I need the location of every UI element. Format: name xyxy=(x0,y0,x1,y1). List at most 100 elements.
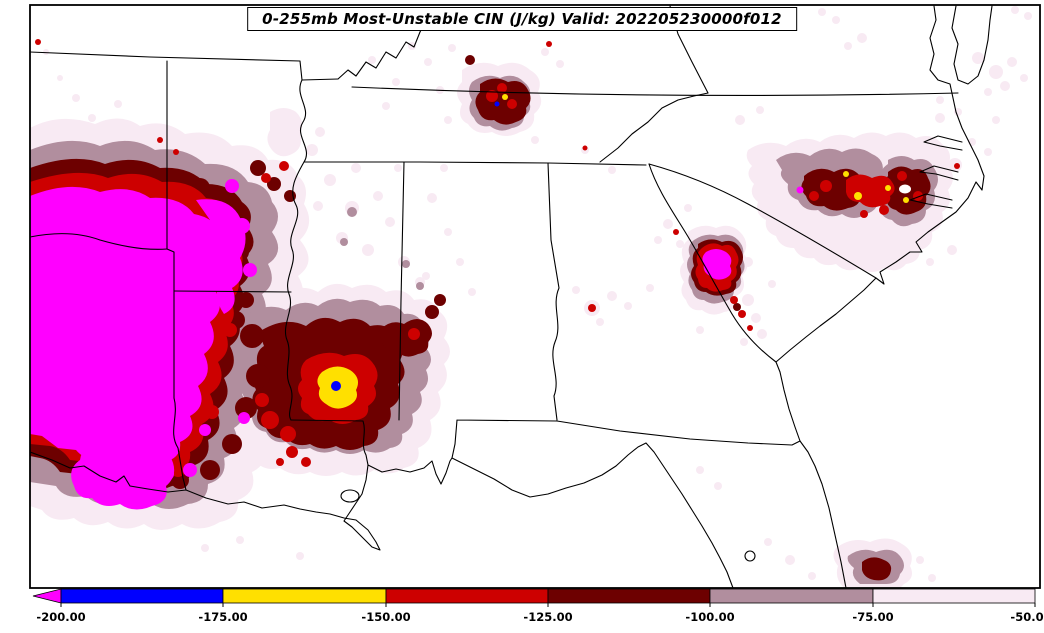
contour-shape xyxy=(301,457,311,467)
contour-shape xyxy=(768,280,776,288)
contour-shape xyxy=(296,552,304,560)
colorbar-segment xyxy=(222,588,387,604)
contour-shape xyxy=(351,163,361,173)
contour-shape xyxy=(444,116,452,124)
contour-shape xyxy=(879,205,889,215)
contour-shape xyxy=(531,136,539,144)
contour-shape xyxy=(502,94,508,100)
contour-shape xyxy=(392,78,400,86)
contour-shape xyxy=(162,468,174,480)
contour-shape xyxy=(844,42,852,50)
colorbar-segment xyxy=(385,588,549,604)
contour-shape xyxy=(1011,6,1019,14)
contour-shape xyxy=(362,244,374,256)
border-alabama-florida xyxy=(451,419,558,459)
contour-shape xyxy=(809,191,819,201)
contour-shape xyxy=(222,434,242,454)
contour-shape xyxy=(663,219,673,229)
contour-shape xyxy=(35,39,41,45)
contour-shape xyxy=(114,100,122,108)
contour-shape xyxy=(368,56,376,64)
contour-shape xyxy=(157,137,163,143)
contour-shape xyxy=(820,180,832,192)
contour-shape xyxy=(306,144,318,156)
contour-shape xyxy=(183,463,197,477)
contour-shape xyxy=(984,148,992,156)
cin-contour-fills xyxy=(30,6,1032,588)
contour-shape xyxy=(225,179,239,193)
contour-shape xyxy=(408,328,420,340)
contour-shape xyxy=(1024,12,1032,20)
contour-shape xyxy=(147,131,157,141)
contour-shape xyxy=(751,313,761,323)
lake-florida xyxy=(744,550,756,562)
border-kentucky-tennessee-virginia xyxy=(351,86,959,96)
contour-shape xyxy=(205,405,219,419)
estuary-pamlico xyxy=(919,165,959,181)
contour-shape xyxy=(465,55,475,65)
contour-shape xyxy=(684,204,692,212)
contour-shape xyxy=(276,458,284,466)
contour-shape xyxy=(947,245,957,255)
map-title: 0-255mb Most-Unstable CIN (J/kg) Valid: … xyxy=(247,7,797,31)
contour-shape xyxy=(582,145,588,151)
contour-shape xyxy=(673,229,679,235)
river-red xyxy=(30,233,168,250)
contour-shape xyxy=(385,217,395,227)
coast-chesapeake-delmarva xyxy=(951,5,993,85)
contour-shape xyxy=(903,197,909,203)
contour-shape xyxy=(743,257,753,267)
contour-shape xyxy=(862,557,892,581)
border-northcarolina-southcarolina xyxy=(648,163,877,279)
contour-shape xyxy=(456,258,464,266)
contour-shape xyxy=(989,65,1003,79)
contour-shape xyxy=(757,329,767,339)
contour-shape xyxy=(240,324,264,348)
contour-shape xyxy=(250,160,266,176)
colorbar-segment xyxy=(709,588,874,604)
contour-shape xyxy=(742,294,754,306)
colorbar-tick-label: -150.00 xyxy=(361,610,410,624)
contour-shape xyxy=(740,338,748,346)
contour-shape xyxy=(280,426,296,442)
contour-shape xyxy=(234,218,250,234)
contour-shape xyxy=(324,174,336,186)
contour-shape xyxy=(71,435,175,510)
contour-shape xyxy=(279,161,289,171)
border-arkansas-louisiana xyxy=(173,290,292,293)
contour-shape xyxy=(696,326,704,334)
contour-shape xyxy=(30,186,227,466)
contour-shape xyxy=(261,411,279,429)
contour-shape xyxy=(588,304,596,312)
coast-gulf xyxy=(30,442,734,588)
colorbar-tick-label: -200.00 xyxy=(36,610,85,624)
contour-shape xyxy=(196,199,246,314)
contour-shape xyxy=(860,210,868,218)
contour-shape xyxy=(286,446,298,458)
contour-shape xyxy=(608,166,616,174)
lake-pontchartrain xyxy=(340,489,360,503)
contour-shape xyxy=(735,115,745,125)
contour-shape xyxy=(854,192,862,200)
contour-shape xyxy=(238,412,250,424)
contour-level-magenta xyxy=(30,179,804,510)
contour-shape xyxy=(424,58,432,66)
contour-shape xyxy=(984,88,992,96)
contour-shape xyxy=(440,164,448,172)
river-mississippi-north xyxy=(337,23,425,80)
border-georgia-florida xyxy=(556,420,801,446)
contour-shape xyxy=(596,318,604,326)
contour-shape xyxy=(738,310,746,318)
contour-shape xyxy=(173,149,179,155)
contour-shape xyxy=(785,555,795,565)
colorbar-segment xyxy=(547,588,711,604)
contour-shape xyxy=(546,41,552,47)
contour-shape xyxy=(378,319,432,357)
contour-shape xyxy=(261,173,271,183)
contour-shape xyxy=(730,296,738,304)
contour-shape xyxy=(885,185,891,191)
contour-shape xyxy=(347,207,357,217)
border-mississippi-alabama xyxy=(398,161,405,421)
